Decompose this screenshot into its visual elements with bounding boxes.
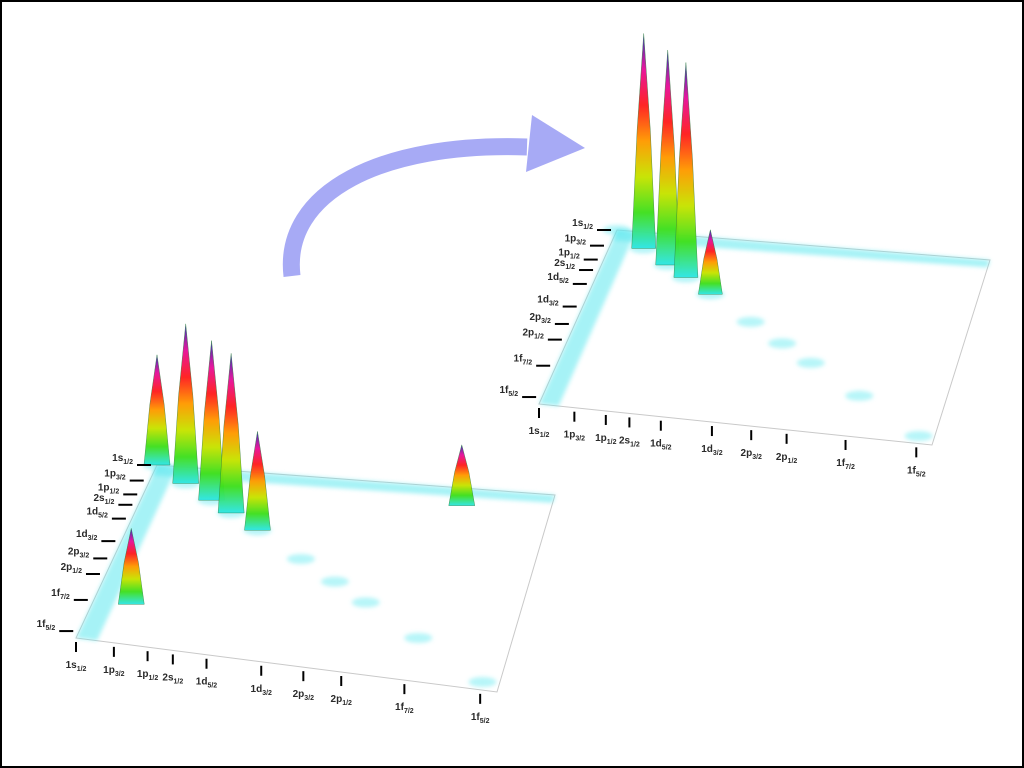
diagonal-cell [768,338,797,349]
surface-peak [698,229,723,295]
x-axis-label: 1p3/2 [564,430,586,443]
diagonal-cell [320,576,349,587]
transition-arrow [282,115,585,277]
arrow-shaft [282,138,528,277]
y-axis-label: 1d5/2 [86,507,108,520]
surface-peak [631,33,656,249]
diagonal-cell [845,390,874,401]
x-axis-label: 1d3/2 [701,444,723,457]
surface-peak [244,431,271,531]
x-axis-label: 2p3/2 [293,689,315,702]
x-axis-label: 2p3/2 [741,448,763,461]
x-axis-label: 1p3/2 [103,665,125,678]
x-axis-label: 1s1/2 [529,426,550,439]
diagonal-cell [904,430,933,441]
x-axis-label: 2s1/2 [162,672,183,685]
x-axis-label: 1f7/2 [836,458,855,471]
back-edge-band [612,230,990,268]
x-axis-label: 1f5/2 [907,465,926,478]
y-axis-label: 1p1/2 [98,482,120,495]
surface-peak [118,528,145,605]
x-axis-label: 1d3/2 [251,684,273,697]
diagonal-cell [404,632,433,643]
y-axis-label: 2s1/2 [94,493,115,506]
x-axis-label: 1d5/2 [650,439,672,452]
left-edge-band [539,230,636,407]
y-axis-label: 1p1/2 [558,248,580,261]
y-axis-label: 1d5/2 [547,272,569,285]
x-axis-label: 1p1/2 [137,669,159,682]
y-axis-label: 1s1/2 [572,218,593,231]
y-axis-label: 1d3/2 [76,529,98,542]
y-axis-label: 1f7/2 [51,588,70,601]
surface-peak [172,323,199,484]
y-axis-label: 1p3/2 [104,469,126,482]
diagonal-cell [796,357,825,368]
x-axis-label: 1d5/2 [196,677,218,690]
y-axis-label: 1s1/2 [112,453,133,466]
x-axis-label: 1f5/2 [471,712,490,725]
surface-peak [448,444,476,506]
y-axis-label: 1f5/2 [499,385,518,398]
diagonal-cell [351,597,380,608]
surface-peak [143,354,171,466]
x-axis-label: 1s1/2 [66,660,87,673]
x-axis-label: 2p1/2 [331,694,353,707]
diagonal-cell [468,676,497,687]
diagonal-cell [286,553,315,564]
y-axis-label: 2p1/2 [61,562,83,575]
x-axis-label: 2p1/2 [776,452,798,465]
arrow-head [526,115,585,172]
y-axis-label: 2s1/2 [554,258,575,271]
x-axis-label: 1f7/2 [395,702,414,715]
y-axis-label: 2p3/2 [529,312,551,325]
surface-peak [673,62,699,278]
y-axis-label: 1f7/2 [514,354,533,367]
x-axis-label: 1p1/2 [595,433,617,446]
y-axis-label: 1d3/2 [537,295,559,308]
diagonal-cell [736,316,765,327]
surface-plot-right: 1s1/21s1/21p3/21p3/21p1/21p1/22s1/22s1/2… [499,33,991,478]
y-axis-label: 1f5/2 [37,619,56,632]
surface-peak [217,353,245,514]
y-axis-label: 1p3/2 [565,234,587,247]
surface-plot-left: 1s1/21s1/21p3/21p3/21p1/21p1/22s1/22s1/2… [37,323,556,725]
y-axis-label: 2p3/2 [68,546,90,559]
y-axis-label: 2p1/2 [522,328,544,341]
x-axis-label: 2s1/2 [619,435,640,448]
